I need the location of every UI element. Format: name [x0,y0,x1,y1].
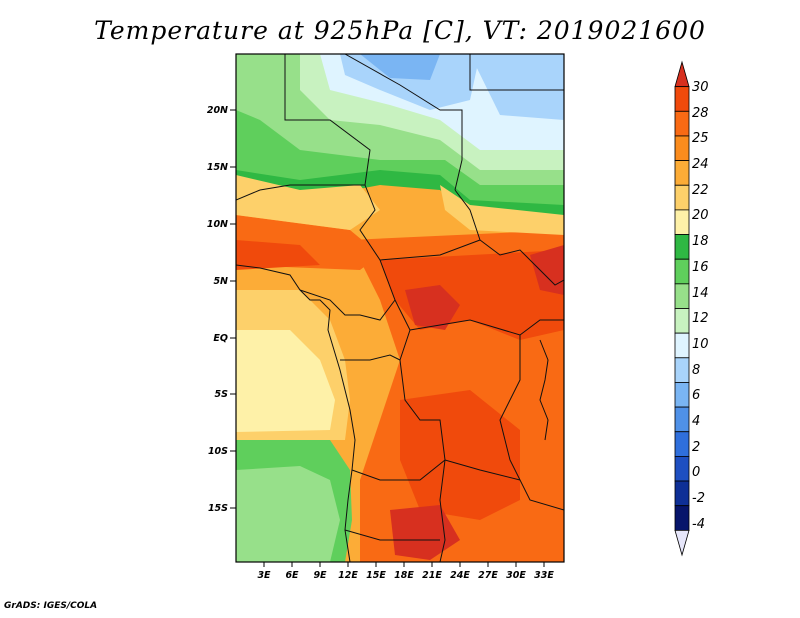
colorbar-label: 20 [692,208,709,223]
colorbar-segment [674,382,690,408]
colorbar-label: 25 [692,131,709,146]
colorbar-segment [674,308,690,334]
lon-label: 30E [506,570,526,581]
lat-label: 5N [213,276,228,287]
colorbar-segment [674,184,690,211]
colorbar-segment [674,357,690,383]
colorbar-segment [674,332,690,359]
lat-label: 15S [208,503,228,514]
lon-label: 9E [313,570,327,581]
colorbar-label: 22 [692,183,709,198]
colorbar-label: 30 [692,80,709,95]
colorbar-segment [674,406,690,433]
borders [236,54,564,562]
colorbar-segments [674,60,690,557]
lon-label: 33E [534,570,554,581]
lat-label: 10S [208,446,228,457]
colorbar-label: 12 [692,311,709,326]
colorbar-segment [674,60,690,88]
chart-title: Temperature at 925hPa [C], VT: 201902160… [94,16,706,45]
colorbar-label: 8 [692,363,700,378]
colorbar-label: 4 [692,414,700,429]
colorbar-label: 10 [692,337,709,352]
colorbar-segment [674,86,690,112]
lat-label: 5S [215,389,229,400]
lon-label: 12E [338,570,358,581]
lat-label: 10N [207,219,228,230]
colorbar: 30 28 25 24 22 20 18 16 14 12 10 8 6 4 2… [674,60,709,557]
colorbar-segment [674,480,690,507]
colorbar-segment [674,431,690,457]
colorbar-segment [674,258,690,285]
lon-label: 27E [478,570,498,581]
lat-label: 15N [207,162,228,173]
colorbar-segment [674,455,690,482]
colorbar-label: -4 [692,517,705,532]
colorbar-segment [674,505,690,531]
temperature-field [236,54,564,562]
lon-label: 24E [450,570,470,581]
lat-label: EQ [213,333,228,344]
colorbar-label: 0 [692,465,700,480]
lon-label: 6E [285,570,299,581]
credit-text: GrADS: IGES/COLA [4,601,98,611]
lon-axis: 3E 6E 9E 12E 15E 18E 21E 24E 27E 30E 33E [257,562,554,581]
colorbar-segment [674,529,690,557]
colorbar-label: 2 [692,440,700,455]
colorbar-label: 24 [692,157,709,172]
lon-label: 3E [257,570,271,581]
lon-label: 18E [394,570,414,581]
colorbar-label: 16 [692,260,709,275]
map-frame [235,53,565,563]
colorbar-label: 28 [692,106,709,121]
colorbar-segment [674,209,690,235]
colorbar-label: 18 [692,234,709,249]
colorbar-labels: 30 28 25 24 22 20 18 16 14 12 10 8 6 4 2… [692,80,709,532]
lat-axis: 20N 15N 10N 5N EQ 5S 10S 15S [207,105,236,514]
lon-label: 15E [366,570,386,581]
colorbar-label: 14 [692,286,709,301]
lat-label: 20N [207,105,228,116]
colorbar-segment [674,283,690,309]
colorbar-segment [674,135,690,161]
colorbar-segment [674,234,690,260]
colorbar-label: 6 [692,388,700,403]
lon-label: 21E [422,570,442,581]
colorbar-segment [674,110,690,137]
colorbar-label: -2 [692,491,705,506]
colorbar-segment [674,160,690,186]
